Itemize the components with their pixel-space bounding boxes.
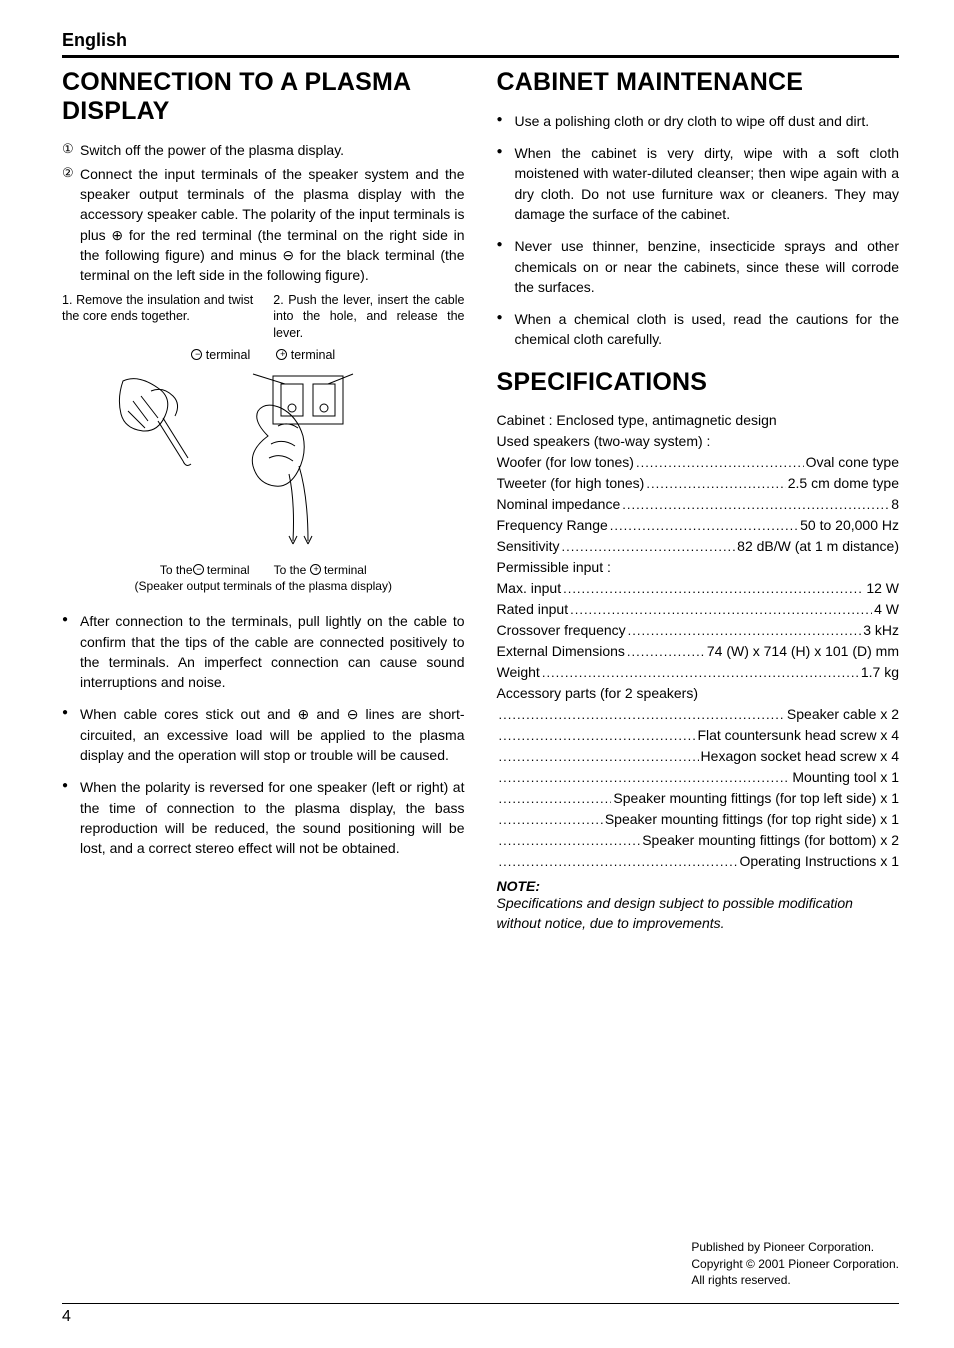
spec-line: Hexagon socket head screw x 4 xyxy=(497,746,900,767)
top-rule xyxy=(62,55,899,58)
plus-terminal-label: terminal xyxy=(276,348,335,362)
spec-line: Tweeter (for high tones)2.5 cm dome type xyxy=(497,473,900,494)
list-item: When a chemical cloth is used, read the … xyxy=(497,309,900,350)
maintenance-heading: CABINET MAINTENANCE xyxy=(497,68,900,97)
list-item: When the polarity is reversed for one sp… xyxy=(62,777,465,858)
spec-line: External Dimensions74 (W) x 714 (H) x 10… xyxy=(497,641,900,662)
to-terminal-labels: To the terminal To the terminal xyxy=(62,563,465,577)
figure-illustration xyxy=(103,366,423,561)
page-number: 4 xyxy=(62,1308,899,1326)
right-column: CABINET MAINTENANCE Use a polishing clot… xyxy=(497,68,900,934)
step-row: ① Switch off the power of the plasma dis… xyxy=(62,140,465,160)
connection-figure: terminal terminal xyxy=(62,348,465,593)
connection-steps: ① Switch off the power of the plasma dis… xyxy=(62,140,465,286)
list-item: After connection to the terminals, pull … xyxy=(62,611,465,692)
footer-rule xyxy=(62,1303,899,1304)
page-footer: 4 xyxy=(0,1303,954,1326)
figure-caption-2: 2. Push the lever, insert the cable into… xyxy=(273,292,464,343)
terminal-labels: terminal terminal xyxy=(62,348,465,362)
note-heading: NOTE: xyxy=(497,878,900,894)
spec-line: Crossover frequency3 kHz xyxy=(497,620,900,641)
spec-line: Sensitivity82 dB/W (at 1 m distance) xyxy=(497,536,900,557)
spec-line: Nominal impedance8 xyxy=(497,494,900,515)
spec-line: Speaker mounting fittings (for bottom) x… xyxy=(497,830,900,851)
publisher-block: Published by Pioneer Corporation. Copyri… xyxy=(691,1239,899,1288)
list-item: When the cabinet is very dirty, wipe wit… xyxy=(497,143,900,224)
specifications-heading: SPECIFICATIONS xyxy=(497,368,900,397)
list-item: Never use thinner, benzine, insecticide … xyxy=(497,236,900,297)
publisher-line: Published by Pioneer Corporation. xyxy=(691,1239,899,1255)
publisher-line: Copyright © 2001 Pioneer Corporation. xyxy=(691,1256,899,1272)
step-row: ② Connect the input terminals of the spe… xyxy=(62,164,465,286)
publisher-line: All rights reserved. xyxy=(691,1272,899,1288)
spec-line: Cabinet : Enclosed type, antimagnetic de… xyxy=(497,410,900,431)
figure-subcaption: (Speaker output terminals of the plasma … xyxy=(62,579,465,593)
spec-line: Frequency Range50 to 20,000 Hz xyxy=(497,515,900,536)
maintenance-list: Use a polishing cloth or dry cloth to wi… xyxy=(497,111,900,350)
step-text: Switch off the power of the plasma displ… xyxy=(80,140,465,160)
spec-line: Operating Instructions x 1 xyxy=(497,851,900,872)
connection-heading: CONNECTION TO A PLASMA DISPLAY xyxy=(62,68,465,126)
spec-line: Weight1.7 kg xyxy=(497,662,900,683)
list-item: When cable cores stick out and ⊕ and ⊖ l… xyxy=(62,704,465,765)
connection-notes: After connection to the terminals, pull … xyxy=(62,611,465,858)
spec-line: Permissible input : xyxy=(497,557,900,578)
spec-line: Speaker cable x 2 xyxy=(497,704,900,725)
step-text: Connect the input terminals of the speak… xyxy=(80,164,465,286)
list-item: Use a polishing cloth or dry cloth to wi… xyxy=(497,111,900,131)
to-minus-label: To the terminal xyxy=(160,563,250,577)
spec-line: Speaker mounting fittings (for top right… xyxy=(497,809,900,830)
spec-line: Speaker mounting fittings (for top left … xyxy=(497,788,900,809)
specifications-block: Cabinet : Enclosed type, antimagnetic de… xyxy=(497,410,900,872)
minus-terminal-label: terminal xyxy=(191,348,250,362)
figure-caption-1: 1. Remove the insulation and twist the c… xyxy=(62,292,253,343)
spec-line: Max. input12 W xyxy=(497,578,900,599)
to-plus-label: To the terminal xyxy=(274,563,367,577)
spec-line: Woofer (for low tones)Oval cone type xyxy=(497,452,900,473)
left-column: CONNECTION TO A PLASMA DISPLAY ① Switch … xyxy=(62,68,465,934)
figure-step-captions: 1. Remove the insulation and twist the c… xyxy=(62,292,465,343)
spec-line: Used speakers (two-way system) : xyxy=(497,431,900,452)
step-marker: ① xyxy=(62,140,80,160)
spec-line: Flat countersunk head screw x 4 xyxy=(497,725,900,746)
note-body: Specifications and design subject to pos… xyxy=(497,894,900,933)
content-columns: CONNECTION TO A PLASMA DISPLAY ① Switch … xyxy=(62,68,899,934)
language-header: English xyxy=(62,30,899,51)
spec-line: Rated input 4 W xyxy=(497,599,900,620)
step-marker: ② xyxy=(62,164,80,286)
spec-line: Mounting tool x 1 xyxy=(497,767,900,788)
spec-line: Accessory parts (for 2 speakers) xyxy=(497,683,900,704)
